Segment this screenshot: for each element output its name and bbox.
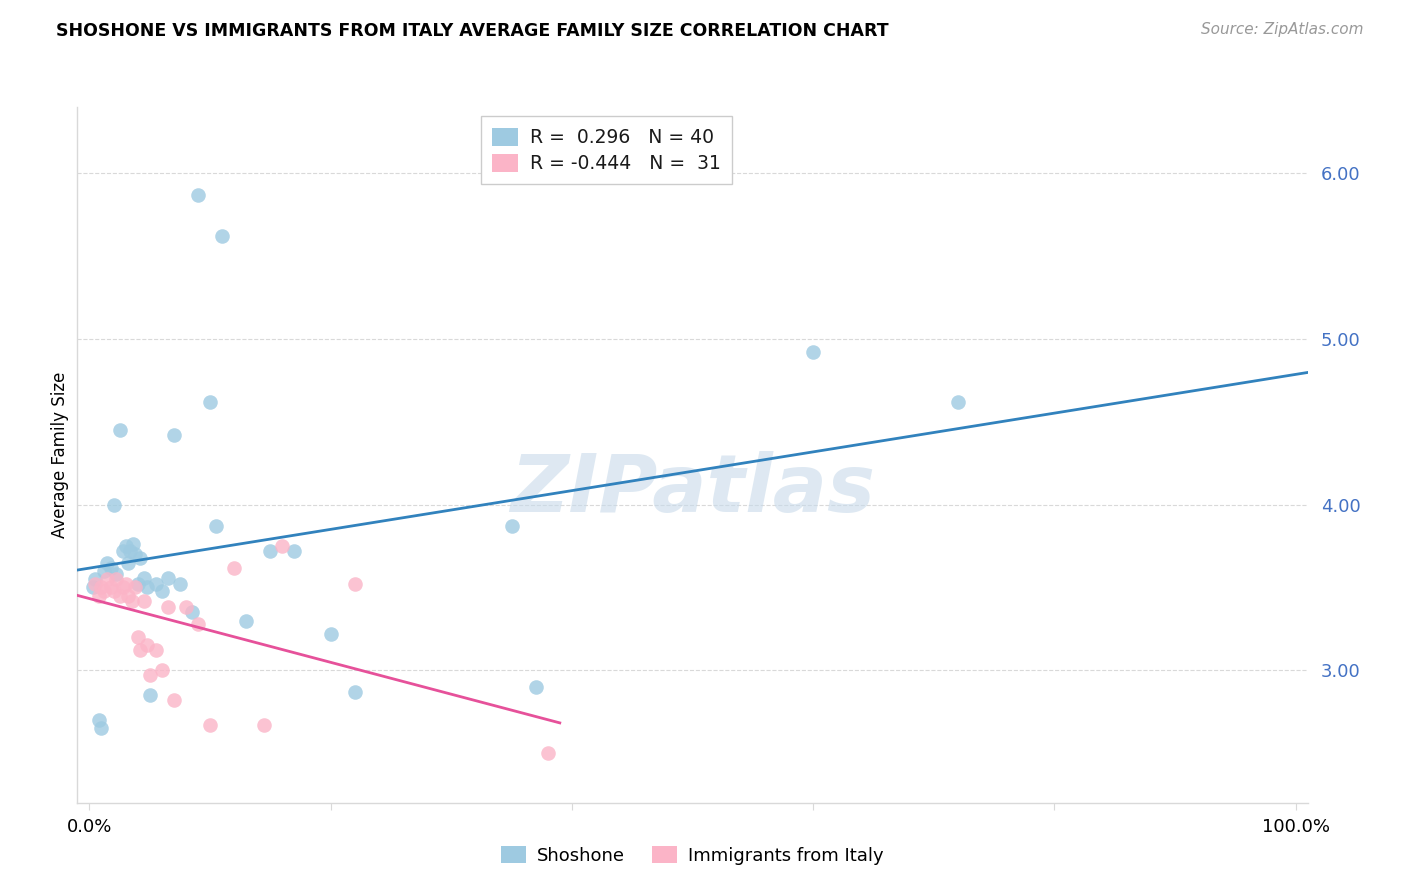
Point	[104, 567, 127, 582]
Point	[104, 572, 127, 586]
Point	[129, 550, 152, 565]
Point	[124, 547, 146, 561]
Point	[138, 668, 160, 682]
Point	[136, 581, 159, 595]
Point	[235, 614, 257, 628]
Y-axis label: Average Family Size: Average Family Size	[51, 372, 69, 538]
Point	[524, 680, 547, 694]
Point	[343, 577, 366, 591]
Point	[120, 544, 142, 558]
Point	[127, 577, 149, 591]
Point	[100, 560, 122, 574]
Point	[163, 693, 186, 707]
Point	[138, 688, 160, 702]
Point	[283, 544, 305, 558]
Point	[93, 583, 115, 598]
Point	[84, 577, 107, 591]
Point	[90, 721, 112, 735]
Point	[211, 229, 233, 244]
Point	[145, 577, 167, 591]
Point	[169, 577, 191, 591]
Point	[187, 187, 209, 202]
Point	[150, 663, 173, 677]
Point	[112, 581, 135, 595]
Point	[87, 589, 110, 603]
Point	[187, 616, 209, 631]
Point	[103, 498, 125, 512]
Point	[82, 581, 104, 595]
Point	[112, 544, 135, 558]
Point	[121, 537, 143, 551]
Point	[132, 570, 155, 584]
Point	[132, 593, 155, 607]
Point	[271, 539, 294, 553]
Point	[93, 564, 115, 578]
Legend: Shoshone, Immigrants from Italy: Shoshone, Immigrants from Italy	[492, 837, 893, 874]
Point	[198, 395, 221, 409]
Point	[129, 643, 152, 657]
Point	[117, 589, 139, 603]
Point	[117, 556, 139, 570]
Point	[108, 423, 131, 437]
Point	[501, 519, 523, 533]
Text: ZIPatlas: ZIPatlas	[510, 450, 875, 529]
Point	[224, 560, 246, 574]
Point	[114, 539, 136, 553]
Point	[136, 639, 159, 653]
Point	[90, 581, 112, 595]
Point	[163, 428, 186, 442]
Point	[156, 570, 179, 584]
Point	[801, 345, 824, 359]
Point	[180, 605, 202, 619]
Point	[103, 583, 125, 598]
Point	[198, 718, 221, 732]
Point	[87, 713, 110, 727]
Point	[253, 718, 276, 732]
Text: SHOSHONE VS IMMIGRANTS FROM ITALY AVERAGE FAMILY SIZE CORRELATION CHART: SHOSHONE VS IMMIGRANTS FROM ITALY AVERAG…	[56, 22, 889, 40]
Text: Source: ZipAtlas.com: Source: ZipAtlas.com	[1201, 22, 1364, 37]
Point	[946, 395, 969, 409]
Point	[319, 627, 342, 641]
Point	[150, 583, 173, 598]
Point	[100, 581, 122, 595]
Point	[145, 643, 167, 657]
Point	[124, 581, 146, 595]
Point	[156, 600, 179, 615]
Point	[537, 746, 560, 760]
Point	[205, 519, 228, 533]
Point	[343, 685, 366, 699]
Point	[84, 572, 107, 586]
Point	[114, 577, 136, 591]
Point	[127, 630, 149, 644]
Point	[121, 593, 143, 607]
Point	[96, 572, 118, 586]
Point	[96, 556, 118, 570]
Point	[174, 600, 197, 615]
Point	[108, 589, 131, 603]
Point	[259, 544, 281, 558]
